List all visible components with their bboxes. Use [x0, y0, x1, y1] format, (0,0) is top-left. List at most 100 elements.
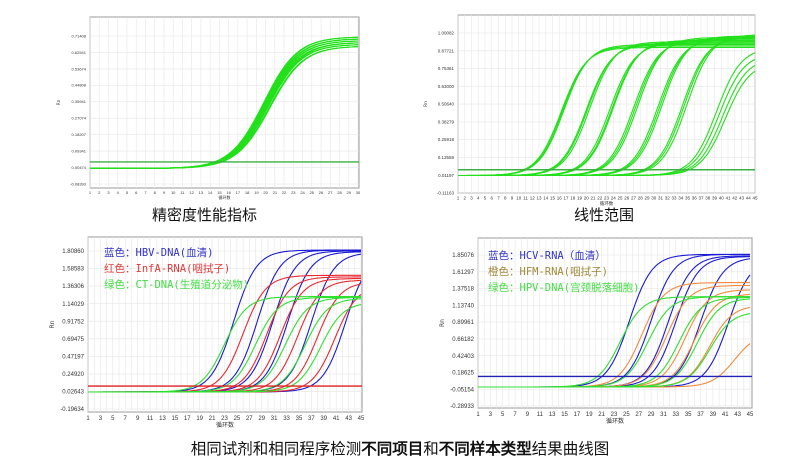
x-tick-label: 5	[484, 196, 487, 201]
x-tick-label: 38	[705, 196, 711, 201]
x-tick-label: 13	[199, 190, 204, 195]
x-tick-label: 20	[584, 196, 590, 201]
x-tick-label: 27	[328, 190, 333, 195]
x-tick-label: 36	[692, 196, 698, 201]
x-tick-label: 10	[516, 196, 522, 201]
x-tick-label: 24	[300, 190, 305, 195]
y-tick-label: -0.19634	[60, 407, 84, 413]
x-tick-label: 11	[537, 412, 544, 418]
y-tick-label: 0.01197	[438, 173, 454, 178]
x-tick-label: 41	[333, 416, 340, 422]
x-tick-label: 27	[631, 196, 637, 201]
y-tick-label: 0.27074	[72, 116, 87, 121]
x-tick-label: 22	[282, 190, 287, 195]
x-tick-label: 4	[117, 190, 120, 195]
x-axis-label: 循环数	[219, 194, 231, 200]
x-tick-label: 3	[107, 190, 110, 195]
x-tick-label: 2	[463, 196, 466, 201]
x-tick-label: 12	[530, 196, 536, 201]
y-tick-label: 0.02643	[62, 390, 84, 396]
x-tick-label: 19	[586, 412, 593, 418]
y-tick-label: 0.63000	[438, 84, 455, 89]
x-tick-label: 34	[678, 196, 684, 201]
x-tick-label: 37	[698, 196, 704, 201]
x-tick-label: 3	[470, 196, 473, 201]
x-tick-label: 29	[347, 190, 352, 195]
x-tick-label: 14	[543, 196, 549, 201]
x-tick-label: 43	[734, 412, 741, 418]
y-tick-label: 0.13558	[438, 155, 455, 160]
y-tick-label: 0.71408	[72, 33, 87, 38]
x-axis-label: 循环数	[606, 417, 624, 425]
x-tick-label: 44	[746, 196, 752, 201]
x-tick-label: 9	[163, 190, 166, 195]
x-tick-label: 3	[99, 416, 103, 422]
x-tick-label: 41	[722, 412, 729, 418]
x-tick-label: 16	[226, 190, 231, 195]
x-tick-label: 32	[665, 196, 671, 201]
x-tick-label: 30	[356, 190, 361, 195]
legend-item: 蓝色：HCV-RNA（血清）	[488, 250, 606, 262]
x-tick-label: 35	[685, 412, 692, 418]
x-tick-label: 1	[457, 196, 460, 201]
x-tick-label: 19	[196, 416, 203, 422]
y-tick-label: 0.24920	[62, 372, 84, 378]
x-tick-label: 1	[476, 412, 480, 418]
chart-2: 1.00082 0.87721 0.75361 0.63000 0.50640 0.382…	[423, 14, 758, 207]
legend-item: 橙色：HFM-RNA(咽拭子)	[488, 266, 608, 278]
x-tick-label: 37	[697, 412, 704, 418]
x-tick-label: 45	[752, 196, 758, 201]
y-tick-label: 0.38279	[438, 119, 455, 124]
x-tick-label: 8	[154, 190, 157, 195]
x-tick-label: 21	[209, 416, 216, 422]
legend-item: 绿色：HPV-DNA(宫颈脱落细胞)	[488, 282, 640, 294]
legend-item: 蓝色：HBV-DNA(血清)	[104, 247, 214, 259]
y-tick-label: -0.05154	[450, 387, 474, 393]
x-tick-label: 29	[644, 196, 650, 201]
chart-3: 1.80860 1.58583 1.36306 1.14029 0.91752 0.694…	[49, 236, 365, 429]
x-tick-label: 35	[685, 196, 691, 201]
x-tick-label: 5	[126, 190, 129, 195]
x-tick-label: 25	[623, 412, 630, 418]
y-tick-label: 0.35941	[72, 99, 87, 104]
y-tick-label: 1.58583	[62, 267, 84, 273]
y-tick-label: 1.14029	[62, 302, 84, 308]
y-tick-label: 1.85076	[452, 253, 474, 259]
bottom-caption: 相同试剂和相同程序检测不同项目和不同样本类型结果曲线图	[0, 437, 800, 459]
x-tick-label: 26	[624, 196, 630, 201]
y-tick-label: 0.25918	[438, 137, 455, 142]
y-tick-label: 0.91752	[62, 319, 84, 325]
x-tick-label: 24	[611, 196, 617, 201]
legend-item: 红色：InfA-RNA(咽拭子)	[104, 263, 231, 275]
x-tick-label: 7	[124, 416, 128, 422]
x-tick-label: 13	[159, 416, 166, 422]
x-tick-label: 19	[254, 190, 259, 195]
x-tick-label: 18	[245, 190, 250, 195]
x-tick-label: 16	[557, 196, 563, 201]
y-tick-label: 0.18207	[72, 132, 87, 137]
y-tick-label: 0.89961	[452, 320, 474, 326]
x-tick-label: 23	[291, 190, 296, 195]
x-tick-label: 7	[513, 412, 517, 418]
x-tick-label: 13	[549, 412, 556, 418]
x-tick-label: 39	[712, 196, 718, 201]
x-tick-label: 39	[320, 416, 327, 422]
y-tick-label: -0.11163	[437, 191, 455, 196]
x-tick-label: 21	[598, 412, 605, 418]
x-tick-label: 1	[86, 416, 90, 422]
legend-chart-4: 蓝色：HCV-RNA（血清） 橙色：HFM-RNA(咽拭子) 绿色：HPV-DN…	[488, 248, 639, 296]
y-tick-label: 0.53674	[72, 66, 87, 71]
x-tick-label: 28	[337, 190, 342, 195]
x-tick-label: 28	[638, 196, 644, 201]
x-tick-label: 17	[574, 412, 581, 418]
amplification-curve	[458, 70, 756, 177]
y-axis-label: Rn	[439, 319, 446, 327]
x-tick-label: 22	[597, 196, 603, 201]
y-tick-label: 0.09341	[72, 149, 87, 154]
caption-linearity: 线性范围	[574, 206, 635, 224]
chart-4: 1.85076 1.61297 1.37518 1.13740 0.89961 0.661…	[439, 237, 754, 425]
y-tick-label: 1.13740	[452, 303, 474, 309]
x-tick-label: 25	[234, 416, 241, 422]
y-tick-label: -0.28933	[450, 404, 474, 410]
